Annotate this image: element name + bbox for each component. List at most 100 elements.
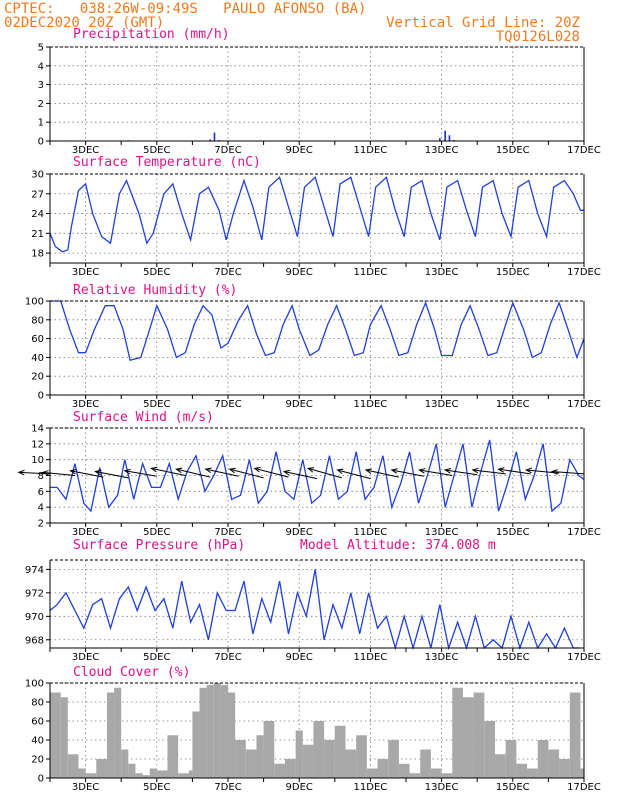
cloud-bar [462, 697, 474, 778]
cloud-bar [580, 768, 584, 778]
y-tick-label: 2 [38, 99, 44, 110]
y-tick-label: 12 [31, 439, 44, 450]
y-tick-label: 970 [25, 612, 44, 623]
surface-temperature-panel: 18 21 24 27 30 3DEC 5DEC 7DEC 9DEC 11DEC 13DEC 15DE… [31, 155, 601, 278]
x-tick-label: 5DEC [143, 527, 170, 538]
cloud-bar [441, 773, 453, 778]
wind-arrow-head [41, 470, 49, 476]
y-tick-label: 972 [25, 588, 44, 599]
cloud-bar [96, 759, 107, 778]
y-tick-label: 21 [31, 229, 44, 240]
x-tick-label: 7DEC [214, 399, 241, 410]
surface-wind-panel: 2 4 6 8 10 12 14 3DEC 5DEC 7DEC 9DEC 11DEC 13DEC 15DE… [17, 410, 601, 538]
cloud-bar [274, 763, 285, 778]
y-tick-label: 27 [31, 189, 44, 200]
x-tick-label: 11DEC [354, 527, 388, 538]
cloud-bar [537, 740, 549, 778]
y-tick-label: 6 [38, 487, 44, 498]
x-tick-label: 3DEC [72, 399, 99, 410]
y-tick-label: 20 [31, 755, 44, 766]
x-tick-label: 7DEC [214, 527, 241, 538]
wind-arrow-head [306, 467, 315, 473]
wind-arrow-head [471, 467, 479, 474]
x-tick-label: 5DEC [143, 782, 170, 793]
precipitation-title: Precipitation (mm/h) [73, 27, 230, 42]
wind-arrow [205, 468, 239, 477]
wind-arrow-head [150, 466, 158, 473]
wind-arrow-head [390, 468, 398, 474]
cloud-bar [302, 744, 314, 778]
y-tick-label: 60 [31, 334, 44, 345]
wind-arrow-head [550, 469, 558, 475]
y-tick-label: 2 [38, 519, 44, 530]
cloud-bar [149, 768, 157, 778]
wind-arrow-head [497, 467, 505, 473]
surface-temperature-line [49, 176, 584, 253]
wind-arrow [419, 469, 453, 476]
cloud-bar [128, 763, 136, 778]
surface-pressure-line [49, 569, 579, 651]
x-tick-label: 13DEC [425, 652, 459, 663]
relative-humidity-title: Relative Humidity (%) [73, 283, 237, 298]
cloud-bar [256, 735, 264, 778]
wind-arrow [283, 471, 318, 480]
x-tick-label: 15DEC [496, 399, 530, 410]
wind-arrow-head [17, 469, 25, 476]
cloud-bar [50, 692, 61, 778]
cloud-bar [228, 692, 236, 778]
wind-arrow-head [364, 468, 372, 474]
cloud-bar [235, 740, 246, 778]
cloud-bar [167, 735, 179, 778]
header-station: CPTEC: 038:26W-09:49S PAULO AFONSO (BA) [4, 1, 367, 17]
x-tick-label: 9DEC [286, 652, 313, 663]
wind-arrow [365, 469, 399, 478]
cloud-cover-title: Cloud Cover (%) [73, 665, 190, 680]
cloud-cover-panel: 0 20 40 60 80 100 3DEC 5DEC 7DEC 9DEC 11DEC 13DEC 15… [25, 665, 601, 793]
cloud-bar [114, 687, 122, 778]
x-tick-label: 17DEC [567, 145, 601, 156]
x-tick-label: 3DEC [72, 652, 99, 663]
x-tick-label: 5DEC [143, 652, 170, 663]
cloud-bar [263, 721, 275, 778]
y-tick-label: 18 [31, 249, 44, 260]
cloud-bar [505, 740, 517, 778]
y-tick-label: 3 [38, 80, 44, 91]
wind-arrow-head [336, 468, 344, 475]
x-tick-label: 15DEC [496, 527, 530, 538]
header-vertical-grid: Vertical Grid Line: 20Z [386, 15, 580, 31]
x-tick-label: 17DEC [567, 652, 601, 663]
y-tick-label: 5 [38, 43, 44, 54]
y-tick-label: 0 [38, 774, 44, 785]
y-tick-label: 80 [31, 315, 44, 326]
precip-bar [439, 138, 441, 141]
wind-arrow-head [94, 469, 102, 476]
wind-arrow [70, 470, 104, 478]
cloud-bar [142, 775, 150, 778]
cloud-bar [452, 687, 463, 778]
cloud-bar [192, 711, 200, 778]
x-tick-label: 17DEC [567, 267, 601, 278]
x-tick-label: 7DEC [214, 145, 241, 156]
x-tick-label: 15DEC [496, 652, 530, 663]
cloud-bar [67, 754, 79, 778]
x-tick-label: 13DEC [425, 782, 459, 793]
precip-bar [448, 135, 451, 141]
x-tick-label: 7DEC [214, 652, 241, 663]
wind-arrow-head [418, 468, 426, 474]
cloud-bar [245, 749, 257, 778]
cloud-bar [345, 749, 357, 778]
precipitation-panel: 0 1 2 3 4 5 3DEC 5DEC 7DEC 9DEC 11DEC 13DEC 15DEC 17D… [38, 27, 601, 156]
y-tick-label: 60 [31, 717, 44, 728]
wind-arrow [176, 468, 211, 478]
x-tick-label: 7DEC [214, 782, 241, 793]
wind-arrow [307, 467, 343, 479]
cloud-bar [213, 683, 221, 778]
wind-arrow [551, 471, 585, 475]
precip-bar [209, 139, 211, 141]
x-tick-label: 11DEC [354, 782, 388, 793]
x-tick-label: 3DEC [72, 145, 99, 156]
surface-wind-title: Surface Wind (m/s) [73, 410, 214, 425]
cloud-bar [473, 692, 485, 778]
cloud-bar [156, 770, 168, 778]
cloud-bar [366, 768, 378, 778]
